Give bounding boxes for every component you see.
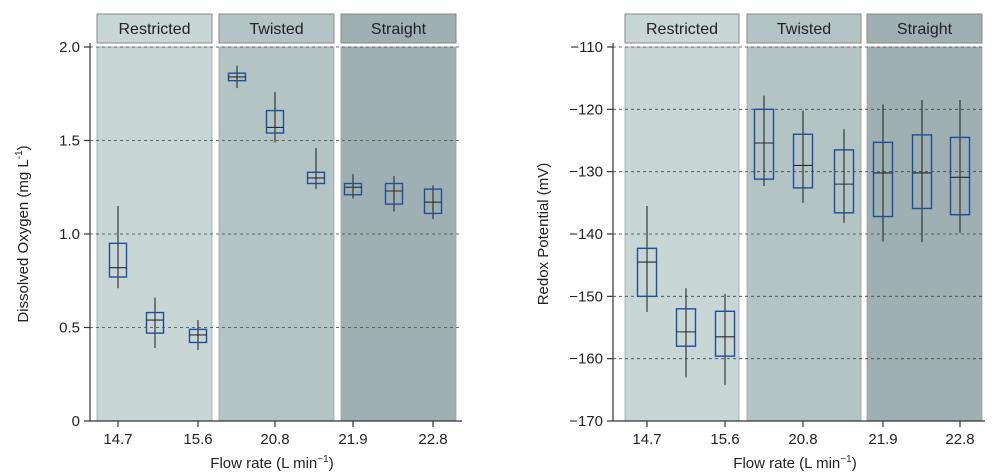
y-tick-label-4: −130 — [569, 164, 603, 181]
y-tick-label-0: −170 — [569, 413, 603, 430]
box-7 — [384, 182, 404, 205]
dissolved-oxygen-chart: Restricted Twisted Straight 0 0.5 1.0 1.5 2.0 14… — [14, 13, 462, 472]
group-header-2 — [866, 13, 983, 44]
group-header-1 — [746, 13, 862, 44]
x-axis-title-main: Flow rate (L min — [210, 455, 317, 472]
y-tick-label-2: 1.0 — [59, 226, 80, 243]
x-axis-title: Flow rate (L min−1) — [210, 454, 333, 472]
box-7 — [911, 134, 933, 210]
group-label-0: Restricted — [118, 21, 190, 38]
y-axis-title-end: ) — [15, 145, 32, 150]
y-tick-label-1: −160 — [569, 351, 603, 368]
group-label-1: Twisted — [249, 21, 303, 38]
x-tick-label-0: 14.7 — [103, 431, 132, 448]
x-axis-title: Flow rate (L min−1) — [733, 454, 856, 472]
box-1 — [675, 308, 697, 347]
group-label-2: Straight — [897, 21, 953, 38]
x-tick-label-2: 20.8 — [788, 431, 817, 448]
x-tick-label-4: 22.8 — [418, 431, 447, 448]
box-8 — [423, 188, 443, 215]
y-axis-title-sup: -1 — [14, 150, 25, 159]
x-tick-label-3: 21.9 — [868, 431, 897, 448]
x-tick-label-1: 15.6 — [710, 431, 739, 448]
box-5 — [833, 149, 855, 214]
y-tick-label-5: −120 — [569, 101, 603, 118]
group-header-0 — [96, 13, 213, 44]
group-header-2 — [340, 13, 457, 44]
group-label-1: Twisted — [777, 21, 831, 38]
y-axis-title: Redox Potential (mV) — [535, 163, 552, 306]
group-header-0 — [624, 13, 740, 44]
y-tick-label-0: 0 — [72, 413, 80, 430]
box-6 — [343, 182, 363, 196]
y-tick-label-1: 0.5 — [59, 320, 80, 337]
box-4 — [792, 133, 814, 189]
x-tick-label-1: 15.6 — [183, 431, 212, 448]
box-8 — [949, 136, 971, 216]
box-1 — [145, 311, 165, 334]
redox-potential-chart: Restricted Twisted Straight −170 −160 −150 −14… — [535, 13, 985, 472]
box-2 — [188, 328, 208, 344]
y-axis-title-main: Dissolved Oxygen (mg L — [15, 159, 32, 322]
y-axis-title-main: Redox Potential (mV) — [535, 163, 552, 306]
x-axis-title-sup: −1 — [317, 454, 329, 465]
x-tick-label-4: 22.8 — [945, 431, 974, 448]
x-tick-label-3: 21.9 — [338, 431, 367, 448]
box-4 — [265, 109, 285, 134]
x-tick-label-0: 14.7 — [632, 431, 661, 448]
x-tick-label-2: 20.8 — [260, 431, 289, 448]
y-tick-label-2: −150 — [569, 288, 603, 305]
box-3 — [753, 108, 775, 180]
box-0 — [108, 242, 128, 278]
box-2 — [714, 310, 736, 357]
y-tick-label-6: −110 — [570, 39, 603, 56]
x-axis-title-end: ) — [852, 455, 857, 472]
x-axis-title-end: ) — [329, 455, 334, 472]
box-6 — [872, 141, 894, 218]
x-axis-title-sup: −1 — [840, 454, 852, 465]
y-tick-label-3: 1.5 — [59, 133, 80, 150]
group-label-2: Straight — [371, 21, 427, 38]
group-label-0: Restricted — [646, 21, 718, 38]
y-tick-label-3: −140 — [569, 226, 603, 243]
x-axis-title-main: Flow rate (L min — [733, 455, 840, 472]
group-header-1 — [218, 13, 335, 44]
y-tick-label-4: 2.0 — [59, 39, 80, 56]
box-0 — [636, 247, 658, 298]
y-axis-title: Dissolved Oxygen (mg L-1) — [14, 145, 32, 322]
